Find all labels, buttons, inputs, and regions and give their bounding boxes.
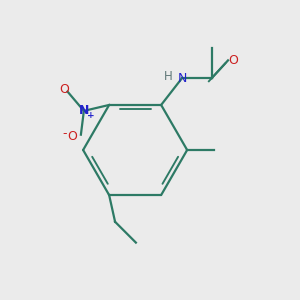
Text: +: + xyxy=(87,111,94,120)
Text: O: O xyxy=(68,130,77,143)
Text: H: H xyxy=(164,70,173,83)
Text: N: N xyxy=(79,104,89,117)
Text: N: N xyxy=(177,72,187,85)
Text: O: O xyxy=(228,54,238,67)
Text: O: O xyxy=(60,83,70,96)
Text: -: - xyxy=(62,127,67,140)
